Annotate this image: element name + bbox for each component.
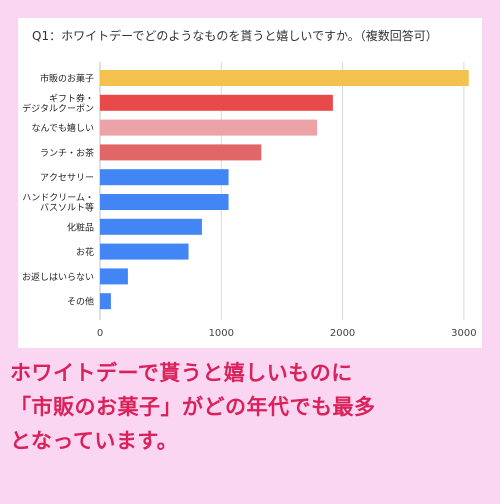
bar	[100, 119, 318, 136]
bar	[100, 70, 469, 86]
x-tick-label: 0	[97, 328, 103, 339]
category-label: 化粧品	[67, 221, 94, 233]
category-label: お返しはいらない	[22, 271, 94, 283]
x-tick-label: 3000	[451, 328, 476, 339]
caption-line-3: となっています。	[10, 429, 179, 453]
category-label: お花	[76, 246, 94, 258]
bar-chart: 0 1000 2000 3000 市販のお菓子ギフト券・デジタルクーポンなんでも嬉しいラ…	[22, 62, 477, 339]
caption-line-1: ホワイトデーで貰うと嬉しいものに	[10, 361, 353, 385]
caption: ホワイトデーで貰うと嬉しいものに 「市販のお菓子」がどの年代でも最多 となってい…	[10, 356, 494, 458]
category-label: ハンドクリーム・バスソルト等	[22, 193, 94, 214]
x-tick-label: 1000	[209, 328, 234, 339]
chart-card: Q1：ホワイトデーでどのようなものを貰うと嬉しいですか。（複数回答可） 0 100…	[18, 18, 482, 348]
bar	[100, 94, 333, 111]
category-label: 市販のお菓子	[40, 73, 94, 85]
bar	[100, 169, 229, 186]
bar	[100, 268, 128, 285]
category-label: その他	[67, 296, 94, 308]
bar	[100, 144, 262, 161]
bar	[100, 218, 202, 235]
bar	[100, 243, 189, 260]
bar	[100, 194, 229, 210]
chart-title: Q1：ホワイトデーでどのようなものを貰うと嬉しいですか。（複数回答可）	[32, 29, 438, 43]
category-label: アクセサリー	[40, 173, 94, 184]
bar	[100, 293, 111, 310]
category-label: ギフト券・デジタルクーポン	[22, 92, 94, 114]
x-tick-label: 2000	[330, 328, 355, 339]
category-label: なんでも嬉しい	[31, 122, 94, 134]
category-label: ランチ・お茶	[40, 147, 94, 159]
caption-line-2: 「市販のお菓子」がどの年代でも最多	[10, 395, 376, 419]
